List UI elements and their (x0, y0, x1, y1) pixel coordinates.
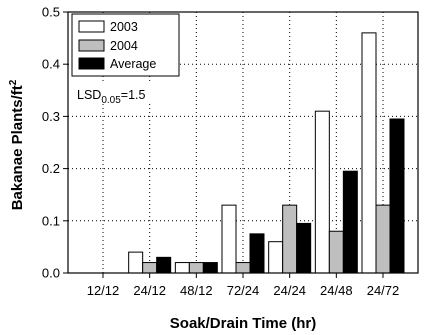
x-axis-title: Soak/Drain Time (hr) (170, 315, 316, 332)
bar-average-24-24 (296, 222, 312, 274)
legend-swatch-2003 (78, 20, 105, 33)
legend-swatch-average (78, 57, 105, 70)
bar-average-24-72 (389, 118, 405, 274)
bar-2004-48-12 (188, 262, 204, 274)
bar-2004-24-12 (142, 262, 158, 274)
y-tick-label: 0.5 (42, 5, 60, 20)
y-tick-label: 0.4 (42, 57, 60, 72)
bar-average-24-48 (342, 170, 358, 274)
lsd-annotation-text: LSD0.05=1.5 (77, 88, 146, 106)
y-axis-ticks: 0.0 0.1 0.2 0.3 0.4 0.5 (42, 5, 68, 281)
x-tick-label: 24/48 (320, 283, 353, 298)
bar-2003-72-24 (221, 204, 237, 274)
bar-average-72-24 (249, 233, 265, 274)
legend-label-2004: 2004 (110, 39, 138, 53)
lsd-annotation-background (75, 84, 167, 104)
y-tick-label: 0.0 (42, 266, 60, 281)
x-axis-ticks: 12/12 24/12 48/12 72/24 24/24 24/48 24/72 (87, 273, 400, 298)
bar-2003-24-72 (361, 32, 377, 274)
lsd-suffix: =1.5 (121, 88, 146, 102)
y-tick-label: 0.1 (42, 213, 60, 228)
lsd-subscript: 0.05 (101, 95, 121, 106)
legend-label-2003: 2003 (110, 20, 138, 34)
bar-average-24-12 (156, 256, 172, 274)
bar-2003-48-12 (174, 262, 190, 274)
x-tick-label: 12/12 (87, 283, 120, 298)
y-tick-label: 0.3 (42, 109, 60, 124)
x-tick-label: 24/24 (273, 283, 306, 298)
bar-2003-24-12 (128, 251, 144, 274)
y-axis-title-main: Bakanae Plants/ft (9, 85, 26, 210)
legend: 2003 2004 Average (71, 13, 180, 77)
x-tick-label: 48/12 (180, 283, 213, 298)
x-tick-label: 24/72 (367, 283, 400, 298)
x-tick-label: 72/24 (227, 283, 260, 298)
lsd-annotation: LSD0.05=1.5 (75, 84, 167, 106)
bar-2004-24-48 (328, 230, 344, 274)
y-axis-title-superscript: 2 (8, 79, 19, 85)
bar-average-48-12 (202, 262, 218, 274)
bar-2004-24-72 (375, 204, 391, 274)
bars (128, 32, 405, 274)
x-tick-label: 24/12 (133, 283, 166, 298)
bar-2003-24-24 (268, 241, 284, 274)
legend-label-average: Average (110, 57, 156, 71)
y-tick-label: 0.2 (42, 161, 60, 176)
bar-2004-72-24 (235, 262, 251, 274)
bar-2003-24-48 (314, 110, 330, 274)
bar-2004-24-24 (282, 204, 298, 274)
legend-swatch-2004 (78, 39, 105, 52)
lsd-prefix: LSD (77, 88, 101, 102)
y-axis-title: Bakanae Plants/ft2 (8, 79, 26, 210)
